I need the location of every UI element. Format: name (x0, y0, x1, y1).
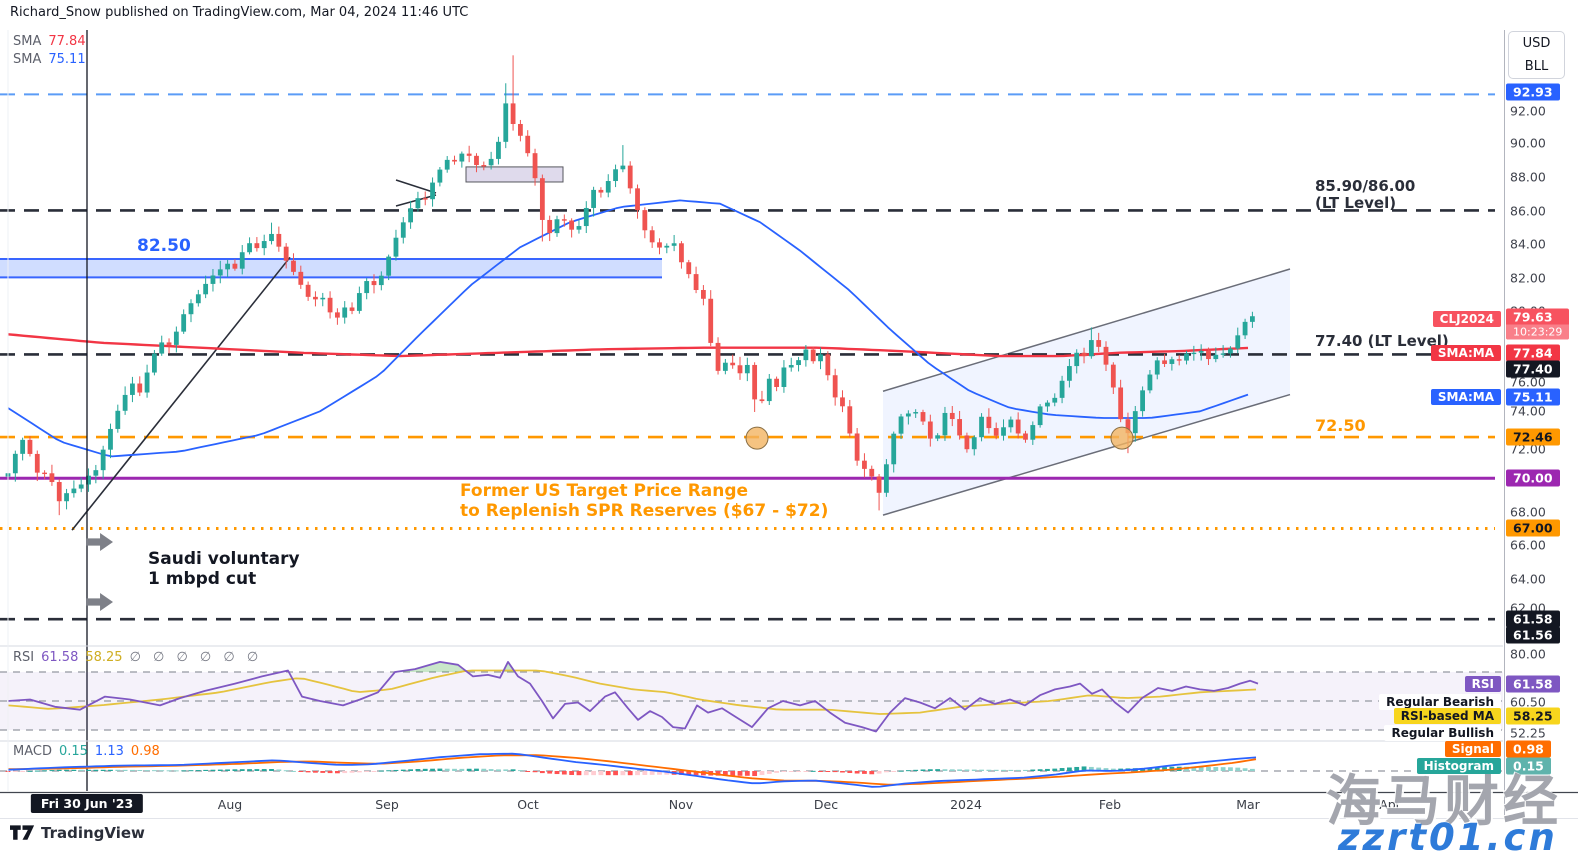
trendline[interactable] (71, 256, 291, 531)
sma-slow-line[interactable] (7, 333, 1249, 358)
price-label-chip: 0.98 (1506, 740, 1551, 758)
time-axis-label: Sep (375, 797, 399, 812)
axis-tick: 74.00 (1510, 403, 1546, 419)
pennant-drawing[interactable] (395, 179, 437, 194)
axis-tick: 68.00 (1510, 504, 1546, 520)
axis-tick: 88.00 (1510, 169, 1546, 185)
rsi-ma-line[interactable] (7, 669, 1257, 715)
price-label-chip: 72.46 (1506, 428, 1560, 446)
unit-button[interactable]: BLL (1524, 59, 1549, 74)
annotation-zone-8250[interactable]: 82.50 (137, 236, 191, 256)
saudi-text-line2: 1 mbpd cut (148, 569, 257, 589)
legend-sma-slow[interactable]: SMA 77.84 (13, 34, 86, 49)
series-name-chip: Signal (1444, 741, 1501, 757)
price-label-chip: 92.93 (1506, 83, 1560, 101)
sma-slow-value: 77.84 (48, 34, 86, 49)
series-name-chip: SMA:MA (1430, 345, 1501, 361)
time-axis-label: Oct (517, 797, 539, 812)
time-axis-label: Mar (1236, 797, 1260, 812)
currency-button[interactable]: USD (1522, 36, 1551, 51)
axis-tick: 76.00 (1510, 374, 1546, 390)
time-axis-label: Aug (217, 797, 243, 812)
axis-tick: 80.00 (1510, 646, 1546, 662)
macd-line-value: 1.13 (94, 744, 124, 759)
macd-line[interactable] (7, 752, 1257, 788)
macd-title: MACD (13, 744, 52, 759)
macd-hist-value: 0.15 (58, 744, 88, 759)
time-axis-label: Nov (668, 797, 694, 812)
rsi-ma-value: 58.25 (85, 650, 123, 665)
series-name-chip: CLJ2024 (1432, 311, 1501, 327)
saudi-text-line1: Saudi voluntary (148, 549, 300, 569)
price-label-chip: 61.56 (1506, 626, 1560, 644)
series-name-chip: Histogram (1416, 758, 1501, 774)
tradingview-branding[interactable]: TradingView (10, 824, 145, 842)
currency-unit-toggle: USD BLL (1508, 31, 1565, 79)
price-label-chip: 61.58 (1506, 610, 1560, 628)
watermark-site-name: 海马财经 (1326, 769, 1563, 833)
axis-tick: 82.00 (1510, 270, 1546, 286)
time-axis-label: 2024 (950, 797, 982, 812)
publication-title: Richard_Snow published on TradingView.co… (10, 5, 469, 20)
rising-channel[interactable] (883, 269, 1290, 516)
series-name-chip: Regular Bullish (1384, 725, 1501, 741)
sma-label: SMA (13, 34, 42, 49)
rsi-line[interactable] (7, 661, 1259, 733)
tradingview-logo-icon (10, 825, 35, 840)
legend-rsi[interactable]: RSI 61.58 58.25 ∅ ∅ ∅ ∅ ∅ ∅ (13, 650, 262, 665)
price-label-chip: 79.63 10:23:29 (1506, 308, 1570, 340)
touch-circle-marker[interactable] (1110, 426, 1134, 450)
rsi-title: RSI (13, 650, 35, 665)
tradingview-brand-label: TradingView (41, 824, 145, 842)
watermark-site-url: zzrt01.cn (1338, 816, 1558, 857)
axis-tick: 86.00 (1510, 203, 1546, 219)
macd-signal-line[interactable] (7, 754, 1257, 786)
rsi-empty-inputs: ∅ ∅ ∅ ∅ ∅ ∅ (129, 650, 263, 665)
time-axis-label: Dec (813, 797, 839, 812)
macd-signal-value: 0.98 (130, 744, 160, 759)
sma-fast-value: 75.11 (48, 52, 86, 67)
bar-countdown: 10:23:29 (1506, 324, 1570, 340)
legend-sma-fast[interactable]: SMA 75.11 (13, 52, 86, 67)
time-axis-label: Feb (1098, 797, 1122, 812)
candlestick-series[interactable] (5, 55, 1255, 516)
supply-zone-8250[interactable] (0, 258, 662, 278)
date-marker-chip: Fri 30 Jun '23 (30, 794, 144, 813)
axis-tick: 84.00 (1510, 236, 1546, 252)
axis-tick: 92.00 (1510, 103, 1546, 119)
price-label-chip: 58.25 (1506, 707, 1560, 725)
annotation-saudi-cut[interactable]: Saudi voluntary 1 mbpd cut (148, 549, 300, 589)
price-label-chip: 61.58 (1506, 675, 1560, 693)
annotation-spr-range[interactable]: Former US Target Price Range to Replenis… (460, 481, 828, 521)
axis-tick: 64.00 (1510, 571, 1546, 587)
price-label-chip: 0.15 (1506, 757, 1551, 775)
axis-tick: 52.25 (1510, 725, 1546, 741)
annotation-level-7250[interactable]: 72.50 (1315, 416, 1366, 435)
spr-text-line2: to Replenish SPR Reserves ($67 - $72) (460, 501, 829, 521)
legend-macd[interactable]: MACD 0.15 1.13 0.98 (13, 744, 160, 759)
series-name-chip: Regular Bearish (1379, 694, 1501, 710)
annotation-lt-level-7740[interactable]: 77.40 (LT Level) (1315, 332, 1449, 350)
annotation-lt-level-86[interactable]: 85.90/86.00 (LT Level) (1315, 177, 1416, 212)
touch-circle-marker[interactable] (745, 426, 769, 450)
axis-tick: 66.00 (1510, 537, 1546, 553)
series-name-chip: RSI (1464, 676, 1501, 692)
series-name-chip: SMA:MA (1430, 389, 1501, 405)
axis-tick: 90.00 (1510, 135, 1546, 151)
price-label-chip: 75.11 (1506, 388, 1560, 406)
price-axis-border (1504, 30, 1505, 819)
rsi-value: 61.58 (41, 650, 79, 665)
price-label-chip: 70.00 (1506, 469, 1560, 487)
spr-text-line1: Former US Target Price Range (460, 481, 749, 501)
consolidation-box[interactable] (465, 166, 564, 183)
price-label-chip: 67.00 (1506, 519, 1560, 537)
time-axis-label: Apr (1379, 797, 1401, 812)
series-name-chip: RSI-based MA (1393, 708, 1501, 724)
price-label-chip: 77.84 (1506, 344, 1560, 362)
axis-tick: 60.50 (1510, 694, 1546, 710)
price-label-chip: 77.40 (1506, 360, 1560, 378)
sma-label: SMA (13, 52, 42, 67)
